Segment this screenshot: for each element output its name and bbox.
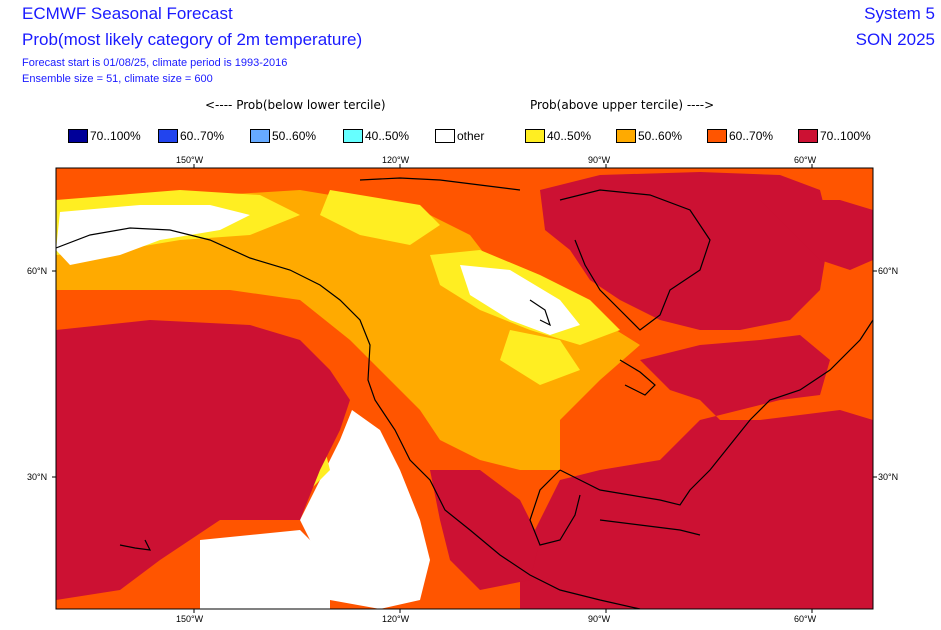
legend-label: 60..70% — [180, 129, 225, 143]
legend-label: 70..100% — [90, 129, 141, 143]
legend-swatch — [435, 129, 455, 143]
great-lakes-outline — [619, 359, 656, 396]
system-label: System 5 — [864, 4, 935, 23]
legend-item: 70..100% — [68, 128, 141, 144]
region-other — [300, 410, 430, 609]
region-40-50 — [320, 190, 440, 245]
legend-item: 40..50% — [525, 128, 591, 144]
hawaii-outline — [119, 539, 152, 551]
arctic-coast — [359, 177, 521, 191]
legend-label: 50..60% — [272, 129, 317, 143]
top-tick-label: 90°W — [588, 155, 611, 165]
legend-label: other — [457, 129, 485, 143]
map-frame — [55, 167, 874, 610]
legend-swatch — [158, 129, 178, 143]
legend-item: 40..50% — [343, 128, 409, 144]
right-tick-label: 60°N — [878, 266, 899, 276]
bottom-tick-label: 150°W — [176, 614, 204, 624]
coastlines — [56, 177, 873, 609]
legend-swatch — [250, 129, 270, 143]
legend-item: other — [435, 128, 484, 144]
legend-label: 40..50% — [547, 129, 592, 143]
top-tick-label: 120°W — [382, 155, 410, 165]
legend-item: 60..70% — [707, 128, 773, 144]
legend-swatch — [343, 129, 363, 143]
region-70-100 — [540, 172, 830, 330]
legend-swatch — [525, 129, 545, 143]
legend-label: 60..70% — [729, 129, 774, 143]
lake-outline — [529, 299, 552, 327]
left-tick-label: 60°N — [27, 266, 48, 276]
legend-swatch — [68, 129, 88, 143]
chart-subtitle: Prob(most likely category of 2m temperat… — [22, 30, 363, 49]
region-40-50 — [500, 330, 580, 385]
legend-label: 50..60% — [638, 129, 683, 143]
gulf-coast — [529, 469, 581, 546]
region-other — [56, 205, 250, 265]
region-70-100 — [430, 470, 540, 590]
bottom-tick-label: 60°W — [794, 614, 817, 624]
above-tercile-label: Prob(above upper tercile) ----> — [530, 98, 715, 112]
chart-title: ECMWF Seasonal Forecast — [22, 4, 233, 23]
legend-swatch — [798, 129, 818, 143]
legend-label: 70..100% — [820, 129, 871, 143]
season-label: SON 2025 — [855, 30, 935, 49]
bottom-tick-label: 120°W — [382, 614, 410, 624]
region-70-100 — [520, 335, 873, 609]
tick-marks — [52, 164, 877, 613]
left-tick-label: 30°N — [27, 472, 48, 482]
right-tick-label: 30°N — [878, 472, 899, 482]
bottom-tick-label: 90°W — [588, 614, 611, 624]
hudson-bay-outline — [559, 189, 711, 331]
top-tick-label: 60°W — [794, 155, 817, 165]
legend-item: 50..60% — [616, 128, 682, 144]
ensemble-info: Ensemble size = 51, climate size = 600 — [22, 73, 213, 85]
legend-swatch — [616, 129, 636, 143]
cuba-outline — [599, 519, 701, 536]
region-50-60 — [380, 250, 600, 430]
legend-item: 60..70% — [158, 128, 224, 144]
west-coastline — [56, 227, 641, 609]
region-70-100 — [760, 200, 873, 270]
legend-item: 70..100% — [798, 128, 871, 144]
east-coastline — [559, 319, 873, 506]
legend-label: 40..50% — [365, 129, 410, 143]
probability-field — [56, 168, 873, 609]
region-other — [460, 265, 580, 335]
top-tick-label: 150°W — [176, 155, 204, 165]
region-70-100 — [56, 320, 350, 600]
legend-item: 50..60% — [250, 128, 316, 144]
legend-swatch — [707, 129, 727, 143]
below-tercile-label: <---- Prob(below lower tercile) — [205, 98, 386, 112]
region-other — [200, 530, 330, 609]
forecast-info: Forecast start is 01/08/25, climate peri… — [22, 57, 288, 69]
